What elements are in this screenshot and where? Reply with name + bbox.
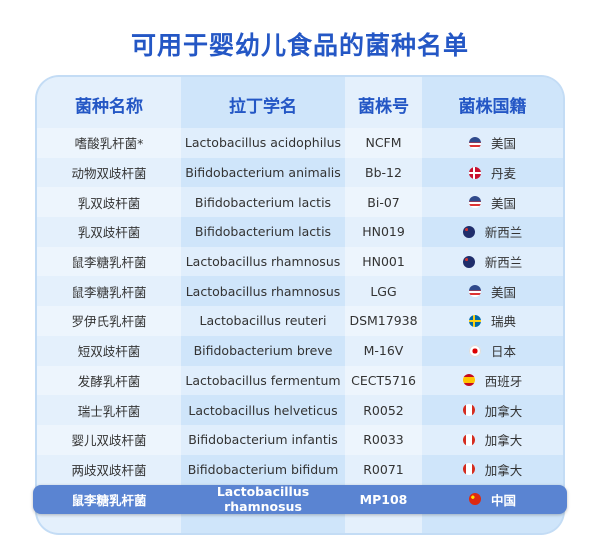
- latin-name: Lactobacillus helveticus: [188, 402, 338, 418]
- table-row: 动物双歧杆菌 Bifidobacterium animalis Bb-12 丹麦: [37, 158, 563, 188]
- header-name: 菌种名称: [75, 96, 143, 117]
- header-latin: 拉丁学名: [229, 96, 297, 117]
- strain-number: R0071: [363, 461, 404, 477]
- country-name: 美国: [490, 195, 516, 211]
- strain-number: HN019: [362, 224, 405, 240]
- strain-number: NCFM: [365, 135, 402, 151]
- strain-number: R0052: [363, 402, 404, 418]
- strain-name: 乳双歧杆菌: [77, 225, 141, 241]
- strain-name: 发酵乳杆菌: [77, 373, 141, 389]
- strain-name: 动物双歧杆菌: [71, 166, 147, 182]
- country-name: 新西兰: [484, 225, 523, 241]
- strain-country: 新西兰: [422, 252, 563, 271]
- table-row: 乳双歧杆菌 Bifidobacterium lactis HN019 新西兰: [37, 217, 563, 247]
- strain-country: 加拿大: [422, 401, 563, 420]
- flag-nz-icon: [462, 255, 475, 268]
- strain-number: M-16V: [363, 343, 404, 359]
- table-row: 瑞士乳杆菌 Lactobacillus helveticus R0052 加拿大: [37, 395, 563, 425]
- flag-nz-icon: [462, 225, 475, 238]
- latin-name: Bifidobacterium bifidum: [187, 461, 339, 477]
- country-name: 美国: [490, 284, 516, 300]
- table-row: 两歧双歧杆菌 Bifidobacterium bifidum R0071 加拿大: [37, 455, 563, 485]
- table-row: 鼠李糖乳杆菌 Lactobacillus rhamnosus HN001 新西兰: [37, 246, 563, 277]
- table-row: 乳双歧杆菌 Bifidobacterium lactis Bi-07 美国: [37, 187, 563, 218]
- flag-us-icon: [468, 136, 481, 149]
- country-name: 加拿大: [484, 433, 523, 449]
- table-header: 菌种名称 拉丁学名 菌株号 菌株国籍: [37, 80, 563, 128]
- flag-ca-icon: [462, 433, 475, 446]
- strain-number: LGG: [370, 283, 397, 299]
- strain-number: Bb-12: [365, 165, 402, 181]
- strain-number: MP108: [359, 491, 408, 507]
- latin-name: Bifidobacterium breve: [193, 343, 333, 359]
- country-name: 日本: [490, 344, 516, 360]
- header-country: 菌株国籍: [458, 96, 527, 117]
- strain-country: 新西兰: [422, 222, 563, 241]
- table-row: 发酵乳杆菌 Lactobacillus fermentum CECT5716 西…: [37, 365, 563, 396]
- strain-country: 加拿大: [422, 460, 563, 479]
- flag-es-icon: [462, 374, 475, 387]
- flag-jp-icon: [468, 344, 481, 357]
- table-row: 鼠李糖乳杆菌 Lactobacillus rhamnosus MP108 中国: [37, 484, 563, 514]
- strain-name: 婴儿双歧杆菌: [71, 433, 147, 449]
- strain-country: 美国: [422, 133, 563, 152]
- latin-name: Lactobacillus rhamnosus: [185, 283, 341, 299]
- latin-name: Lactobacillus rhamnosus: [216, 484, 310, 515]
- strain-name: 鼠李糖乳杆菌: [71, 492, 147, 508]
- strain-name: 两歧双歧杆菌: [71, 462, 147, 478]
- table-row: 鼠李糖乳杆菌 Lactobacillus rhamnosus LGG 美国: [37, 276, 563, 306]
- flag-dk-icon: [468, 166, 481, 179]
- country-name: 丹麦: [490, 166, 516, 182]
- latin-name: Bifidobacterium infantis: [188, 432, 338, 448]
- country-name: 瑞典: [490, 314, 516, 330]
- latin-name: Bifidobacterium lactis: [194, 194, 332, 210]
- strain-country: 日本: [422, 341, 563, 360]
- strain-country: 加拿大: [422, 430, 563, 449]
- strain-name: 鼠李糖乳杆菌: [71, 284, 147, 300]
- strain-country: 西班牙: [422, 371, 563, 390]
- header-strain: 菌株号: [358, 96, 409, 117]
- country-name: 美国: [490, 136, 516, 152]
- latin-name: Lactobacillus acidophilus: [184, 135, 342, 151]
- table-row: 婴儿双歧杆菌 Bifidobacterium infantis R0033 加拿…: [37, 424, 563, 455]
- strain-number: R0033: [363, 432, 404, 448]
- strain-number: Bi-07: [367, 194, 400, 210]
- table-row: 嗜酸乳杆菌* Lactobacillus acidophilus NCFM 美国: [37, 128, 563, 158]
- strain-country: 瑞典: [422, 311, 563, 330]
- latin-name: Lactobacillus reuteri: [199, 313, 327, 329]
- strain-number: CECT5716: [351, 372, 416, 388]
- flag-cn-icon: [468, 493, 481, 506]
- table-row: 罗伊氏乳杆菌 Lactobacillus reuteri DSM17938 瑞典: [37, 306, 563, 336]
- flag-us-icon: [468, 285, 481, 298]
- strain-name: 鼠李糖乳杆菌: [71, 255, 147, 271]
- strain-name: 瑞士乳杆菌: [77, 403, 141, 419]
- country-name: 加拿大: [484, 462, 523, 478]
- flag-se-icon: [468, 314, 481, 327]
- strain-name: 乳双歧杆菌: [77, 195, 141, 211]
- latin-name: Lactobacillus fermentum: [185, 372, 341, 388]
- table-row: 短双歧杆菌 Bifidobacterium breve M-16V 日本: [37, 336, 563, 366]
- flag-ca-icon: [462, 404, 475, 417]
- country-name: 西班牙: [484, 373, 523, 389]
- strain-number: HN001: [362, 254, 405, 270]
- strain-number: DSM17938: [349, 313, 418, 329]
- country-name: 加拿大: [484, 403, 523, 419]
- table-card: [37, 77, 563, 533]
- strain-name: 罗伊氏乳杆菌: [71, 314, 147, 330]
- strain-country: 丹麦: [422, 163, 563, 182]
- country-name: 新西兰: [484, 255, 523, 271]
- strain-name: 短双歧杆菌: [77, 344, 141, 360]
- flag-ca-icon: [462, 463, 475, 476]
- strain-table: 菌种名称 拉丁学名 菌株号 菌株国籍 嗜酸乳杆菌* Lactobacillus …: [37, 80, 563, 514]
- strain-name: 嗜酸乳杆菌*: [74, 136, 144, 152]
- latin-name: Bifidobacterium animalis: [185, 165, 341, 181]
- latin-name: Bifidobacterium lactis: [194, 224, 332, 240]
- flag-us-icon: [468, 196, 481, 209]
- strain-country: 美国: [422, 193, 563, 212]
- country-name: 中国: [490, 492, 516, 508]
- strain-country: 美国: [422, 282, 563, 301]
- latin-name: Lactobacillus rhamnosus: [185, 254, 341, 270]
- strain-country: 中国: [422, 490, 563, 509]
- page-title: 可用于婴幼儿食品的菌种名单: [130, 31, 469, 60]
